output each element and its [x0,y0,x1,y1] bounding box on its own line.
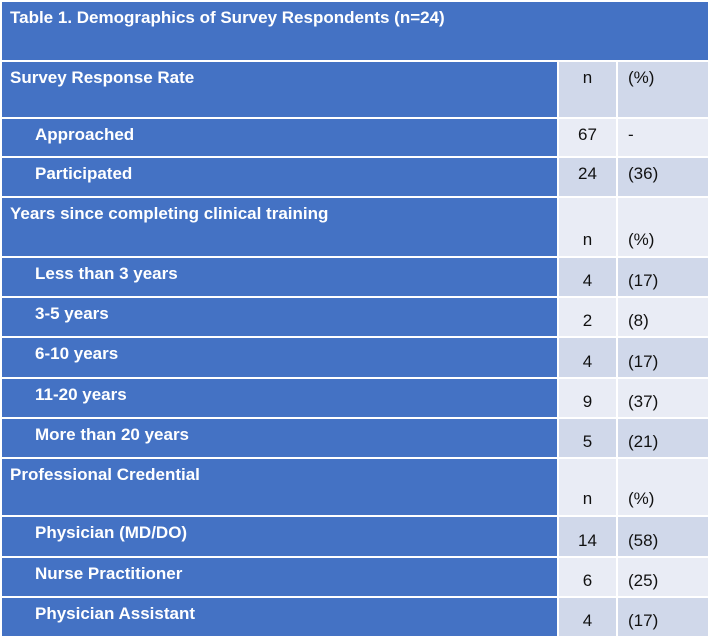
row-label: Participated [0,156,559,198]
table-row: Nurse Practitioner 6 (25) [0,556,708,598]
row-pct: (8) [615,296,708,338]
section-header-row: Professional Credential n (%) [0,457,708,517]
table-title: Table 1. Demographics of Survey Responde… [0,0,708,62]
table-row: Less than 3 years 4 (17) [0,256,708,298]
row-pct: (36) [615,156,708,198]
section-heading: Years since completing clinical training [0,196,559,258]
row-label: Nurse Practitioner [0,556,559,598]
row-label: Physician Assistant [0,596,559,638]
section-heading: Survey Response Rate [0,60,559,119]
row-n: 9 [557,377,618,419]
row-n: 24 [557,156,618,198]
row-label: More than 20 years [0,417,559,459]
section-header-row: Years since completing clinical training… [0,196,708,258]
row-n: 14 [557,515,618,558]
row-label: 11-20 years [0,377,559,419]
row-pct: (37) [615,377,708,419]
table-row: Physician (MD/DO) 14 (58) [0,515,708,558]
row-pct: (17) [615,256,708,298]
section-header-row: Survey Response Rate n (%) [0,60,708,119]
table-row: 11-20 years 9 (37) [0,377,708,419]
table-row: Physician Assistant 4 (17) [0,596,708,638]
table-row: 3-5 years 2 (8) [0,296,708,338]
row-label: Physician (MD/DO) [0,515,559,558]
table-row: More than 20 years 5 (21) [0,417,708,459]
row-label: Approached [0,117,559,158]
n-column-header: n [557,60,618,119]
n-column-header: n [557,196,618,258]
row-pct: (58) [615,515,708,558]
row-pct: - [615,117,708,158]
section-heading: Professional Credential [0,457,559,517]
row-n: 5 [557,417,618,459]
table-row: 6-10 years 4 (17) [0,336,708,379]
row-pct: (17) [615,596,708,638]
pct-column-header: (%) [615,457,708,517]
row-label: Less than 3 years [0,256,559,298]
pct-column-header: (%) [615,60,708,119]
row-n: 4 [557,256,618,298]
n-column-header: n [557,457,618,517]
row-pct: (17) [615,336,708,379]
title-row: Table 1. Demographics of Survey Responde… [0,0,708,62]
row-n: 67 [557,117,618,158]
pct-column-header: (%) [615,196,708,258]
row-label: 6-10 years [0,336,559,379]
row-n: 4 [557,596,618,638]
row-n: 4 [557,336,618,379]
row-n: 6 [557,556,618,598]
row-label: 3-5 years [0,296,559,338]
table-row: Participated 24 (36) [0,156,708,198]
row-pct: (25) [615,556,708,598]
table-row: Approached 67 - [0,117,708,158]
row-pct: (21) [615,417,708,459]
row-n: 2 [557,296,618,338]
